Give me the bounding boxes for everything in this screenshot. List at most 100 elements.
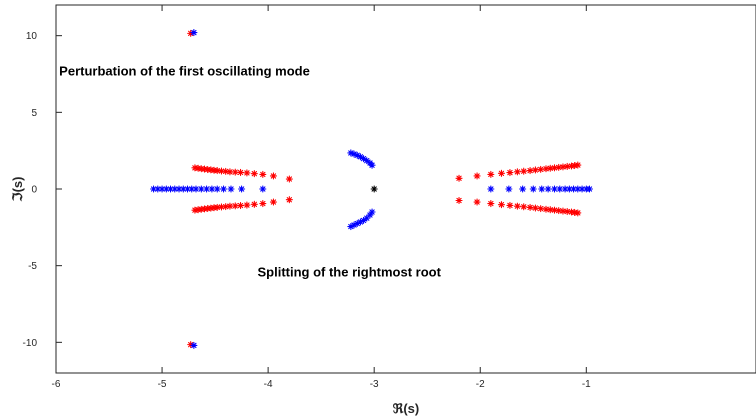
data-point <box>529 185 537 193</box>
data-point <box>363 214 371 222</box>
data-point <box>356 218 364 226</box>
data-point <box>259 170 267 178</box>
data-point <box>585 185 594 193</box>
data-point <box>353 151 361 159</box>
data-point <box>350 221 358 229</box>
data-point <box>537 165 545 173</box>
data-point <box>513 168 521 176</box>
data-point <box>356 153 364 161</box>
data-point <box>190 341 198 349</box>
data-point <box>505 185 513 193</box>
data-point <box>473 172 481 180</box>
data-point <box>370 185 378 193</box>
data-point <box>574 185 582 193</box>
data-point <box>192 185 200 193</box>
data-point <box>285 196 293 204</box>
data-point <box>203 185 211 193</box>
data-point <box>542 205 550 213</box>
data-point <box>537 205 545 213</box>
x-tick-label: -6 <box>52 379 61 390</box>
data-point <box>360 216 368 224</box>
annotation-perturbation: Perturbation of the first oscillating mo… <box>59 64 310 79</box>
data-point <box>550 206 559 214</box>
data-point <box>574 209 582 217</box>
data-point <box>217 167 226 175</box>
data-point <box>487 170 495 178</box>
data-point <box>559 163 567 171</box>
data-point <box>578 185 586 193</box>
data-point <box>347 149 355 157</box>
x-tick-label: -4 <box>264 379 273 390</box>
y-tick-label: -10 <box>23 338 38 349</box>
annotation-splitting: Splitting of the rightmost root <box>258 264 442 279</box>
x-tick-label: -3 <box>370 379 379 390</box>
data-point <box>187 341 195 349</box>
data-point <box>555 207 563 215</box>
y-tick-label: 0 <box>31 185 37 196</box>
data-point <box>574 161 582 169</box>
data-point <box>497 201 506 209</box>
data-point <box>563 162 571 171</box>
data-point <box>487 185 495 193</box>
data-point <box>250 170 258 178</box>
y-tick-label: 10 <box>26 31 38 42</box>
data-point <box>487 200 495 208</box>
data-point <box>455 196 463 205</box>
data-point <box>213 185 221 193</box>
data-point <box>269 172 277 180</box>
data-point <box>175 185 183 193</box>
data-point <box>236 202 245 210</box>
data-point <box>231 168 239 176</box>
data-point <box>555 163 563 171</box>
data-point <box>353 219 361 228</box>
data-point <box>520 167 528 175</box>
data-point <box>497 169 506 177</box>
data-point <box>217 203 226 211</box>
data-point <box>243 169 251 177</box>
data-point <box>227 185 235 193</box>
y-tick-label: -5 <box>28 261 37 272</box>
data-point <box>526 203 534 211</box>
data-point <box>187 29 195 37</box>
data-point <box>183 185 192 193</box>
data-point <box>259 185 267 193</box>
data-point <box>561 185 569 193</box>
data-point <box>162 185 170 193</box>
data-point <box>154 185 162 193</box>
data-point <box>550 185 559 193</box>
data-point <box>526 167 534 175</box>
data-point <box>559 207 567 215</box>
data-point <box>360 155 368 163</box>
data-point <box>544 185 552 193</box>
data-point <box>188 185 196 193</box>
x-tick-label: -5 <box>158 379 167 390</box>
data-point <box>191 206 199 214</box>
data-point <box>368 208 376 216</box>
data-point <box>222 167 230 175</box>
axis-ticks: -6 -5 -4 -3 -2 -1 -10 -5 0 5 10 <box>23 5 591 390</box>
data-point <box>513 202 521 210</box>
data-point <box>150 185 158 193</box>
data-point <box>570 185 578 193</box>
data-point <box>550 164 559 172</box>
data-point <box>347 223 355 231</box>
data-point <box>238 185 246 193</box>
data-point <box>506 201 514 209</box>
data-point <box>563 207 571 216</box>
data-point <box>231 202 239 210</box>
y-axis-label: ℑ(s) <box>10 177 25 203</box>
data-point <box>455 174 463 182</box>
data-point <box>171 185 179 193</box>
data-point <box>220 185 228 193</box>
data-point <box>473 198 481 206</box>
data-point <box>236 168 245 176</box>
data-point <box>546 206 554 214</box>
data-point <box>542 165 550 173</box>
data-point <box>269 198 277 206</box>
data-point <box>191 164 199 172</box>
data-point <box>350 150 358 158</box>
data-point <box>565 185 573 193</box>
data-point <box>368 161 376 169</box>
data-point <box>226 202 234 210</box>
